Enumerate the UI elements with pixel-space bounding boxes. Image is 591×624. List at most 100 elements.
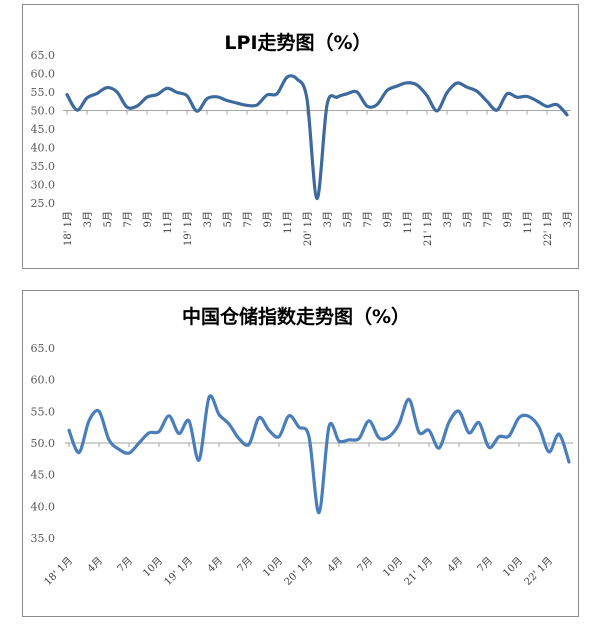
data-point (388, 435, 390, 437)
x-tick-label: 19' 1月 (162, 555, 195, 588)
series-line (65, 74, 569, 201)
y-tick-label: 35.0 (31, 160, 56, 173)
y-tick-label: 30.0 (31, 179, 56, 192)
x-tick-label: 21' 1月 (402, 555, 435, 588)
data-point (546, 105, 548, 107)
data-point (126, 106, 128, 108)
data-point (66, 93, 68, 95)
data-point (276, 93, 278, 95)
data-point (296, 78, 298, 80)
data-point (516, 96, 518, 98)
x-tick-label: 3月 (442, 211, 454, 227)
x-tick-label: 7月 (475, 555, 495, 575)
data-point (348, 439, 350, 441)
x-tick-label: 9月 (262, 211, 274, 227)
data-point (508, 435, 510, 437)
warehouse-chart: 中国仓储指数走势图（%） 65.0 60.0 55.0 50.0 45.0 40.0 35.… (31, 305, 573, 588)
x-tick-label: 5月 (462, 211, 474, 227)
y-tick-label: 60.0 (31, 68, 56, 81)
data-point (96, 92, 98, 94)
y-tick-label: 55.0 (31, 86, 56, 99)
x-tick-label: 7月 (355, 555, 375, 575)
series-line (67, 394, 571, 515)
data-point (378, 437, 380, 439)
data-point (188, 420, 190, 422)
data-point (448, 421, 450, 423)
x-tick-label: 22' 1月 (542, 211, 554, 246)
data-point (506, 93, 508, 95)
x-tick-label: 18' 1月 (62, 211, 74, 246)
data-point (426, 95, 428, 97)
data-point (216, 96, 218, 98)
data-point (158, 430, 160, 432)
x-tick-label: 22' 1月 (522, 555, 555, 588)
y-axis-ticks: 65.0 60.0 55.0 50.0 45.0 40.0 35.0 30.0 25.0 (31, 49, 56, 210)
data-point (278, 435, 280, 437)
y-tick-label: 40.0 (31, 500, 56, 513)
data-point (196, 110, 198, 112)
data-point (286, 76, 288, 78)
data-point (156, 93, 158, 95)
x-tick-label: 4月 (85, 555, 105, 575)
data-point (428, 429, 430, 431)
x-tick-label: 5月 (222, 211, 234, 227)
data-point (468, 432, 470, 434)
x-tick-label: 21' 1月 (422, 211, 434, 246)
data-point (168, 415, 170, 417)
data-point (68, 429, 70, 431)
x-tick-label: 7月 (242, 211, 254, 227)
lpi-chart-panel: LPI走势图（%） 65.0 60.0 55.0 50.0 45.0 40.0 35.0 30… (22, 4, 579, 269)
y-tick-label: 50.0 (31, 437, 56, 450)
data-point (106, 86, 108, 88)
data-point (248, 443, 250, 445)
x-tick-label: 9月 (382, 211, 394, 227)
data-point (108, 439, 110, 441)
reference-line (63, 110, 571, 115)
y-tick-label: 65.0 (31, 342, 56, 355)
x-tick-label: 7月 (362, 211, 374, 227)
x-tick-label: 3月 (562, 211, 574, 227)
data-point (236, 102, 238, 104)
y-tick-label: 65.0 (31, 49, 56, 62)
data-point (166, 87, 168, 89)
x-tick-label: 3月 (82, 211, 94, 227)
x-tick-label: 11月 (402, 211, 414, 234)
data-point (268, 429, 270, 431)
data-point (518, 416, 520, 418)
data-point (128, 452, 130, 454)
data-point (496, 109, 498, 111)
data-point (556, 103, 558, 105)
y-tick-label: 50.0 (31, 105, 56, 118)
data-point (538, 426, 540, 428)
y-tick-label: 25.0 (31, 197, 56, 210)
data-point (246, 104, 248, 106)
x-tick-label: 18' 1月 (42, 555, 75, 588)
x-tick-label: 20' 1月 (302, 211, 314, 246)
x-tick-label: 19' 1月 (182, 211, 194, 246)
data-point (136, 105, 138, 107)
x-tick-label: 4月 (445, 555, 465, 575)
x-tick-label: 7月 (122, 211, 134, 227)
data-point (446, 92, 448, 94)
data-point (548, 451, 550, 453)
data-point (476, 90, 478, 92)
data-point (308, 435, 310, 437)
x-tick-label: 11月 (162, 211, 174, 234)
data-point (338, 440, 340, 442)
data-point (228, 423, 230, 425)
data-point (436, 110, 438, 112)
data-point (346, 93, 348, 95)
x-tick-label: 4月 (205, 555, 225, 575)
data-point (88, 420, 90, 422)
data-point (288, 415, 290, 417)
x-tick-label: 4月 (325, 555, 345, 575)
data-point (98, 410, 100, 412)
data-point (208, 396, 210, 398)
data-point (336, 96, 338, 98)
data-point (466, 86, 468, 88)
data-point (358, 437, 360, 439)
data-point (486, 100, 488, 102)
data-point (398, 423, 400, 425)
data-point (328, 425, 330, 427)
